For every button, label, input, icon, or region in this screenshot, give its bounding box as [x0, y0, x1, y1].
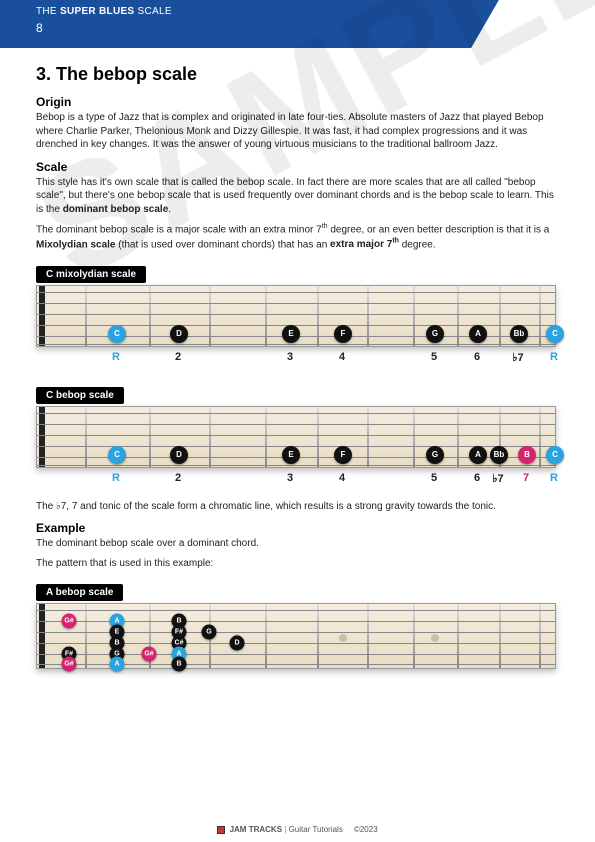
- note-marker: G: [426, 446, 444, 464]
- example-heading: Example: [36, 521, 559, 535]
- note-marker: D: [170, 446, 188, 464]
- page-title: 3. The bebop scale: [36, 64, 559, 85]
- example-body2: The pattern that is used in this example…: [36, 557, 559, 571]
- note-marker: B: [172, 657, 187, 672]
- a-bebop-fretboard: G#ABEF#GBC#DF#GG#AG#AB: [36, 603, 556, 669]
- note-marker: Bb: [510, 325, 528, 343]
- note-marker: C: [546, 325, 564, 343]
- note-marker: G: [202, 625, 217, 640]
- page-footer: JAM TRACKS | Guitar Tutorials ©2023: [0, 825, 595, 834]
- degree-label: 6: [474, 351, 480, 363]
- scale-body1: This style has it's own scale that is ca…: [36, 176, 559, 217]
- note-marker: A: [469, 446, 487, 464]
- bebop-fretboard: CDEFGABbBC: [36, 406, 556, 468]
- note-marker: C: [546, 446, 564, 464]
- nut: [39, 407, 45, 467]
- fret-marker: [339, 634, 347, 642]
- abebop-label: A bebop scale: [36, 584, 123, 601]
- page-content: 3. The bebop scale Origin Bebop is a typ…: [0, 48, 595, 693]
- degree-label: R: [550, 351, 558, 363]
- mixo-label: C mixolydian scale: [36, 266, 146, 283]
- degree-label: 7: [523, 472, 529, 484]
- bebop-degrees: R 2 3 4 5 6 ♭7 7 R: [36, 472, 556, 490]
- footer-copy: ©2023: [354, 825, 378, 834]
- degree-label: 4: [339, 472, 345, 484]
- degree-label: ♭7: [512, 351, 523, 364]
- fret-marker: [431, 634, 439, 642]
- note-marker: C: [108, 325, 126, 343]
- header-title: THE SUPER BLUES SCALE: [36, 6, 595, 17]
- page-number: 8: [36, 21, 595, 35]
- nut: [39, 286, 45, 346]
- bebop-label: C bebop scale: [36, 387, 124, 404]
- mixolydian-fretboard: CDEFGABbC: [36, 285, 556, 347]
- note-marker: G#: [62, 657, 77, 672]
- scale-heading: Scale: [36, 160, 559, 174]
- page-header: THE SUPER BLUES SCALE 8: [0, 0, 595, 48]
- degree-label: 4: [339, 351, 345, 363]
- note-marker: G#: [62, 614, 77, 629]
- title-post: SCALE: [134, 6, 171, 17]
- note-marker: A: [469, 325, 487, 343]
- chromatic-note: The ♭7, 7 and tonic of the scale form a …: [36, 500, 559, 514]
- degree-label: R: [112, 351, 120, 363]
- mixo-degrees: R 2 3 4 5 6 ♭7 R: [36, 351, 556, 369]
- origin-body: Bebop is a type of Jazz that is complex …: [36, 111, 559, 152]
- degree-label: ♭7: [492, 472, 503, 485]
- note-marker: G#: [142, 647, 157, 662]
- note-marker: D: [170, 325, 188, 343]
- scale-body2: The dominant bebop scale is a major scal…: [36, 222, 559, 252]
- note-marker: A: [110, 657, 125, 672]
- degree-label: R: [550, 472, 558, 484]
- note-marker: F: [334, 325, 352, 343]
- degree-label: 2: [175, 351, 181, 363]
- note-marker: B: [518, 446, 536, 464]
- degree-label: R: [112, 472, 120, 484]
- footer-brand-b: Guitar Tutorials: [289, 825, 343, 834]
- title-pre: THE: [36, 6, 60, 17]
- degree-label: 3: [287, 472, 293, 484]
- footer-brand-a: JAM TRACKS: [230, 825, 282, 834]
- degree-label: 5: [431, 472, 437, 484]
- title-bold: SUPER BLUES: [60, 6, 134, 17]
- degree-label: 6: [474, 472, 480, 484]
- degree-label: 3: [287, 351, 293, 363]
- origin-heading: Origin: [36, 95, 559, 109]
- note-marker: D: [230, 636, 245, 651]
- note-marker: F: [334, 446, 352, 464]
- note-marker: E: [282, 325, 300, 343]
- note-marker: Bb: [490, 446, 508, 464]
- example-body1: The dominant bebop scale over a dominant…: [36, 537, 559, 551]
- degree-label: 2: [175, 472, 181, 484]
- logo-icon: [217, 826, 225, 834]
- note-marker: C: [108, 446, 126, 464]
- degree-label: 5: [431, 351, 437, 363]
- nut: [39, 604, 45, 668]
- note-marker: E: [282, 446, 300, 464]
- note-marker: G: [426, 325, 444, 343]
